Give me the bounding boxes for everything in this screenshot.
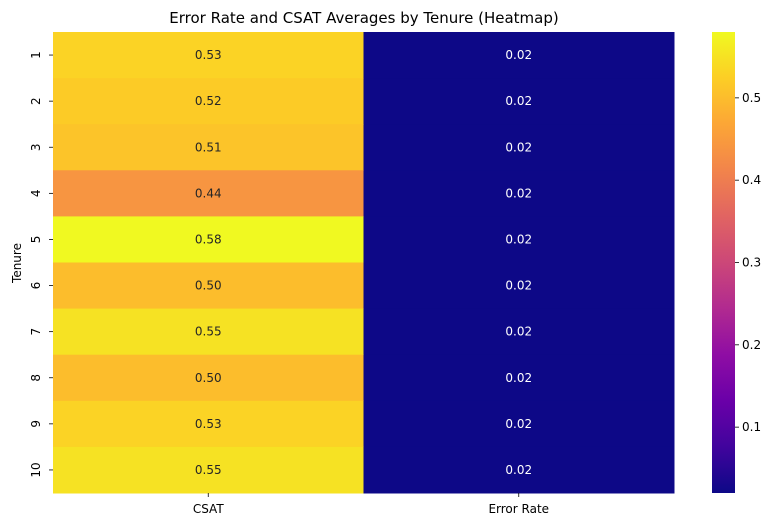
heatmap-cell <box>53 32 364 79</box>
y-tick-label: 10 <box>29 462 43 477</box>
heatmap-cell <box>363 32 675 79</box>
colorbar-tick-label: 0.4 <box>742 173 761 187</box>
heatmap-cells <box>53 32 675 494</box>
y-tick-label: 6 <box>29 282 43 290</box>
colorbar-tick-label: 0.2 <box>742 338 761 352</box>
cell-value-label: 0.50 <box>195 279 222 293</box>
heatmap-cell <box>53 446 364 494</box>
cell-value-label: 0.02 <box>505 325 532 339</box>
heatmap-cell <box>53 308 364 356</box>
y-tick-label: 7 <box>29 328 43 336</box>
cell-value-label: 0.02 <box>505 463 532 477</box>
x-axis-ticks: CSAT Error Rate <box>193 493 549 516</box>
cell-value-label: 0.58 <box>195 232 222 246</box>
cell-value-label: 0.53 <box>195 417 222 431</box>
cell-value-label: 0.51 <box>195 140 222 154</box>
y-tick-label: 8 <box>29 374 43 382</box>
y-axis-ticks: 1 2 3 4 5 6 7 8 9 10 <box>29 51 53 478</box>
colorbar-tick-label: 0.5 <box>742 91 761 105</box>
heatmap-cell <box>53 400 364 448</box>
cell-value-label: 0.02 <box>505 232 532 246</box>
colorbar-tick-label: 0.3 <box>742 256 761 270</box>
x-tick-label: CSAT <box>193 502 224 516</box>
colorbar-gradient <box>712 32 735 493</box>
heatmap-cell <box>53 124 364 171</box>
cell-value-label: 0.55 <box>195 463 222 477</box>
heatmap-cell <box>363 308 675 356</box>
cell-value-label: 0.02 <box>505 94 532 108</box>
y-tick-label: 3 <box>29 143 43 151</box>
cell-value-label: 0.44 <box>195 186 222 200</box>
y-tick-label: 9 <box>29 420 43 428</box>
heatmap-cell <box>363 124 675 171</box>
y-tick-label: 4 <box>29 190 43 198</box>
heatmap-cell <box>363 262 675 310</box>
cell-value-label: 0.55 <box>195 325 222 339</box>
cell-value-label: 0.02 <box>505 48 532 62</box>
cell-value-label: 0.53 <box>195 48 222 62</box>
cell-value-label: 0.02 <box>505 140 532 154</box>
heatmap-cell <box>363 400 675 448</box>
y-axis-label: Tenure <box>10 243 24 284</box>
cell-value-label: 0.02 <box>505 279 532 293</box>
x-tick-label: Error Rate <box>488 502 549 516</box>
y-tick-label: 1 <box>29 51 43 59</box>
chart-title: Error Rate and CSAT Averages by Tenure (… <box>169 9 558 27</box>
cell-value-label: 0.02 <box>505 417 532 431</box>
y-tick-label: 2 <box>29 97 43 105</box>
heatmap-cell <box>53 262 364 310</box>
colorbar-tick-label: 0.1 <box>742 420 761 434</box>
cell-value-label: 0.52 <box>195 94 222 108</box>
heatmap-cell <box>363 446 675 494</box>
y-tick-label: 5 <box>29 236 43 244</box>
heatmap-cell <box>53 216 364 263</box>
cell-value-label: 0.02 <box>505 371 532 385</box>
cell-value-label: 0.50 <box>195 371 222 385</box>
heatmap-cell <box>53 170 364 217</box>
colorbar: 0.1 0.2 0.3 0.4 0.5 <box>712 32 761 493</box>
heatmap-cell <box>363 216 675 263</box>
heatmap-cell <box>53 78 364 125</box>
cell-value-label: 0.02 <box>505 186 532 200</box>
heatmap-cell <box>363 170 675 217</box>
heatmap-cell <box>363 354 675 402</box>
cell-labels: 0.53 0.02 0.52 0.02 0.51 0.02 0.44 0.02 0.58 0.02… <box>195 48 532 477</box>
heatmap-cell <box>363 78 675 125</box>
heatmap-cell <box>53 354 364 402</box>
